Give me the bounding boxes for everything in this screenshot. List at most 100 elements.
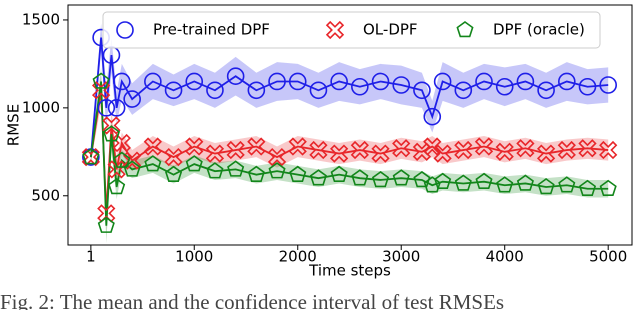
marker <box>392 139 411 158</box>
marker <box>289 165 307 182</box>
marker <box>247 165 265 182</box>
marker <box>108 177 126 195</box>
marker <box>350 140 369 160</box>
marker <box>206 81 224 100</box>
marker <box>423 137 442 156</box>
marker <box>536 144 556 163</box>
marker <box>185 155 203 172</box>
marker <box>107 99 126 117</box>
marker <box>599 76 617 94</box>
marker <box>495 77 514 96</box>
bands <box>90 23 609 244</box>
series-line <box>89 37 609 158</box>
legend-box <box>102 11 601 49</box>
marker <box>288 72 307 91</box>
marker <box>267 147 287 167</box>
marker <box>474 137 494 156</box>
x-axis-label: Time steps <box>308 262 391 280</box>
caption: Fig. 2: The mean and the confidence inte… <box>0 290 504 310</box>
marker <box>81 147 101 167</box>
marker <box>392 76 411 94</box>
marker <box>113 72 131 91</box>
x-tick-label: 1000 <box>175 248 213 266</box>
marker <box>226 67 245 86</box>
marker <box>226 140 245 160</box>
marker <box>516 174 534 191</box>
marker <box>475 72 493 91</box>
marker <box>112 133 131 153</box>
marker <box>247 81 266 100</box>
marker <box>558 176 576 193</box>
marker <box>412 142 432 161</box>
legend-marker <box>116 21 134 39</box>
confidence-band <box>90 76 609 231</box>
marker <box>164 147 183 167</box>
marker <box>351 77 369 96</box>
legend: Pre-trained DPF OL-DPF DPF (oracle) <box>102 11 601 49</box>
marker <box>144 72 162 91</box>
legend-label: OL-DPF <box>363 21 418 39</box>
confidence-band <box>90 23 609 163</box>
marker <box>558 72 576 91</box>
marker <box>434 172 452 189</box>
marker <box>371 72 390 91</box>
marker <box>102 116 121 135</box>
marker <box>423 176 441 193</box>
marker <box>578 139 597 158</box>
marker <box>206 162 224 179</box>
marker <box>123 160 141 177</box>
marker <box>413 170 431 188</box>
legend-marker <box>325 20 345 40</box>
marker <box>516 72 535 91</box>
marker <box>599 179 617 197</box>
marker <box>578 179 597 197</box>
marker <box>423 107 442 126</box>
marker <box>475 172 493 189</box>
marker <box>516 139 535 158</box>
marker <box>97 216 115 233</box>
marker <box>330 144 349 163</box>
x-tick-label: 3000 <box>382 248 420 266</box>
marker <box>433 72 452 91</box>
marker <box>309 81 328 100</box>
marker <box>578 77 597 96</box>
marker <box>92 72 110 89</box>
marker <box>454 81 473 100</box>
marker <box>599 140 618 160</box>
marker <box>330 165 348 182</box>
marker <box>97 204 116 223</box>
markers <box>81 28 618 233</box>
marker <box>113 151 131 168</box>
marker <box>185 137 204 156</box>
marker <box>144 155 162 172</box>
series-line <box>89 81 609 226</box>
marker <box>309 169 327 186</box>
marker <box>82 148 100 165</box>
marker <box>268 72 286 91</box>
marker <box>227 160 245 177</box>
marker <box>537 81 555 100</box>
marker <box>143 137 162 156</box>
marker <box>247 137 266 156</box>
marker <box>413 81 431 100</box>
marker <box>268 162 286 179</box>
marker <box>496 176 514 193</box>
marker <box>309 140 328 160</box>
marker <box>123 151 142 170</box>
y-tick-label: 1500 <box>22 10 60 28</box>
marker <box>433 144 452 163</box>
marker <box>557 140 576 160</box>
plot-frame <box>67 4 633 246</box>
lines <box>89 37 609 226</box>
x-tick-label: 4000 <box>486 248 524 266</box>
x-tick-label: 1 <box>86 248 96 266</box>
marker <box>454 174 472 191</box>
marker <box>91 81 111 100</box>
marker <box>123 90 141 108</box>
marker <box>165 165 183 182</box>
legend-label: Pre-trained DPF <box>153 21 270 39</box>
marker <box>371 144 390 163</box>
legend-label: DPF (oracle) <box>493 21 585 39</box>
marker <box>351 169 369 186</box>
